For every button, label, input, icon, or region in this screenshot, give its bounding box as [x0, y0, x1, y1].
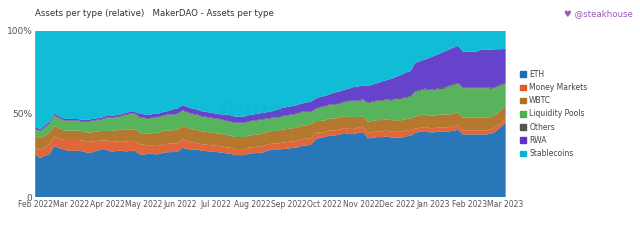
Text: Assets per type (relative)   MakerDAO - Assets per type: Assets per type (relative) MakerDAO - As… — [35, 9, 274, 18]
Text: ♥ @steakhouse: ♥ @steakhouse — [564, 9, 632, 18]
Text: Dune: Dune — [219, 101, 284, 121]
Legend: ETH, Money Markets, WBTC, Liquidity Pools, Others, RWA, Stablecoins: ETH, Money Markets, WBTC, Liquidity Pool… — [519, 68, 589, 160]
